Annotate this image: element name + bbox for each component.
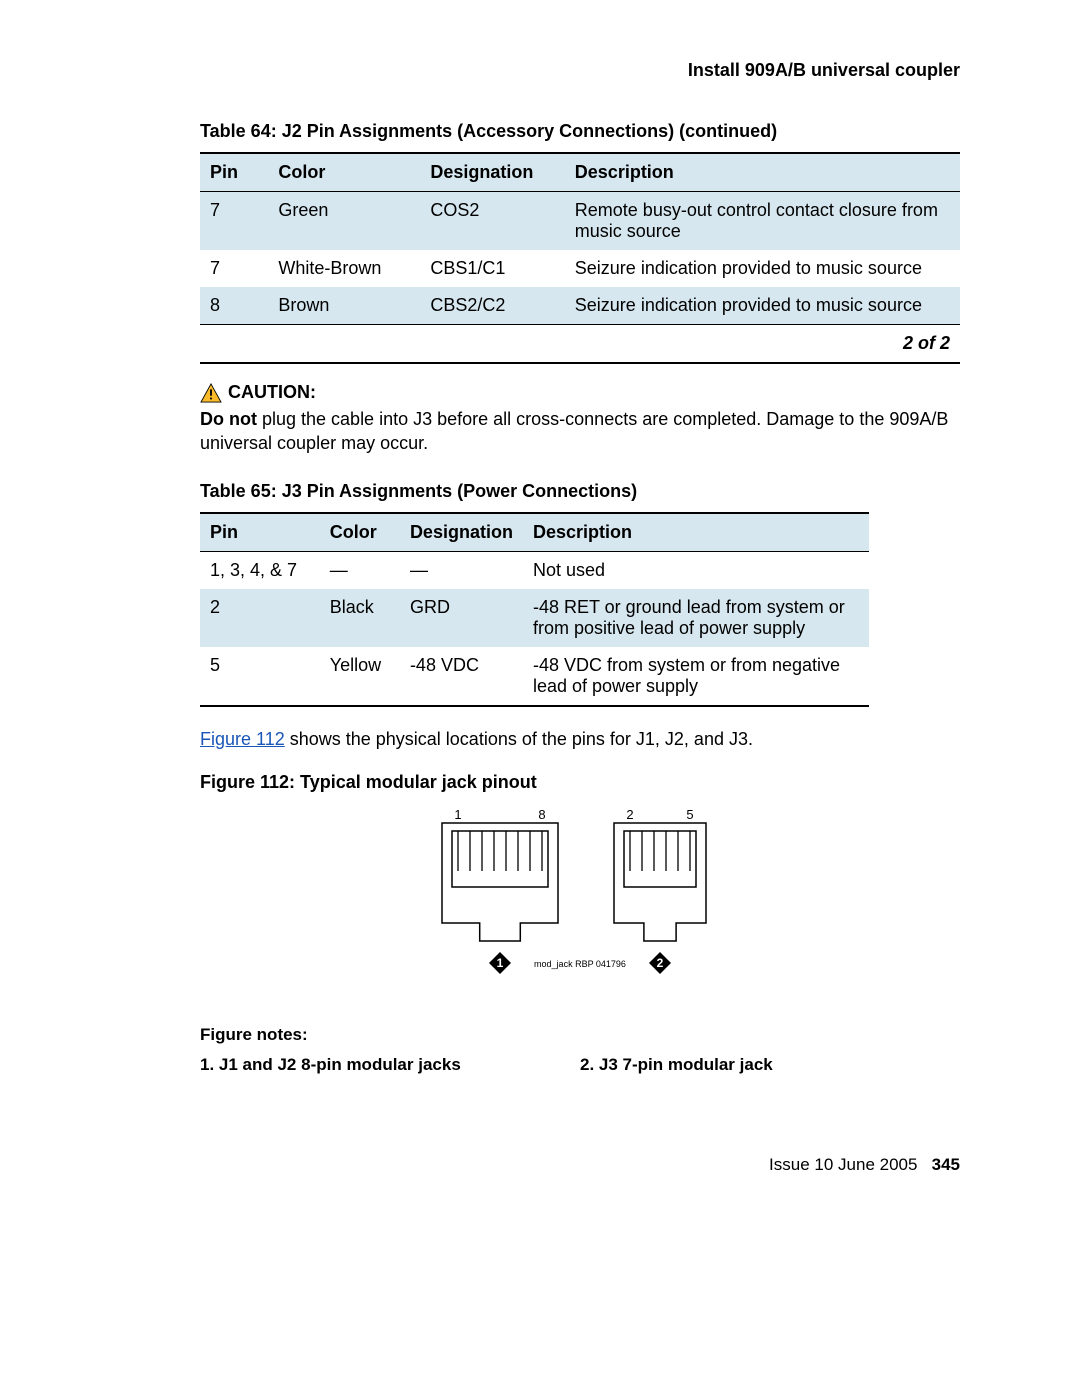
caution-label: CAUTION: — [228, 382, 316, 403]
table64-cell-color: White-Brown — [268, 250, 420, 287]
table65-cell-color: Yellow — [320, 647, 400, 706]
figure-note-1: 1. J1 and J2 8-pin modular jacks — [200, 1055, 580, 1075]
table65-col-description: Description — [523, 513, 869, 552]
table64-cell-description: Remote busy-out control contact closure … — [565, 192, 960, 251]
page-footer: Issue 10 June 2005 345 — [200, 1155, 960, 1175]
table65-col-designation: Designation — [400, 513, 523, 552]
svg-text:8: 8 — [538, 807, 545, 822]
modular-jack-diagram: 1 8 2 5 1 2 mod_jack RBP 041796 — [400, 805, 760, 1005]
table65-cell-description: -48 VDC from system or from negative lea… — [523, 647, 869, 706]
table64-col-description: Description — [565, 153, 960, 192]
figure-112-link[interactable]: Figure 112 — [200, 729, 285, 749]
table64-col-pin: Pin — [200, 153, 268, 192]
figure-ref-para: Figure 112 shows the physical locations … — [200, 729, 960, 750]
table65-cell-pin: 1, 3, 4, & 7 — [200, 551, 320, 589]
caution-text: Do not plug the cable into J3 before all… — [200, 407, 960, 456]
table64-cell-designation: CBS1/C1 — [420, 250, 564, 287]
table64-caption: Table 64: J2 Pin Assignments (Accessory … — [200, 121, 960, 142]
table-row: 7GreenCOS2Remote busy-out control contac… — [200, 192, 960, 251]
footer-page: 345 — [932, 1155, 960, 1174]
figure-ref-rest: shows the physical locations of the pins… — [285, 729, 753, 749]
footer-issue: Issue 10 June 2005 — [769, 1155, 917, 1174]
table65-cell-description: Not used — [523, 551, 869, 589]
warning-icon — [200, 383, 222, 403]
caution-bold: Do not — [200, 409, 257, 429]
figure-area: 1 8 2 5 1 2 mod_jack RBP 041796 — [200, 805, 960, 1005]
table65-cell-designation: GRD — [400, 589, 523, 647]
figure-note-2: 2. J3 7-pin modular jack — [580, 1055, 960, 1075]
table65-col-color: Color — [320, 513, 400, 552]
page: Install 909A/B universal coupler Table 6… — [0, 0, 1080, 1215]
table-row: 1, 3, 4, & 7——Not used — [200, 551, 869, 589]
caution-heading: CAUTION: — [200, 382, 960, 403]
svg-text:5: 5 — [686, 807, 693, 822]
table64-cell-pin: 8 — [200, 287, 268, 325]
caution-block: CAUTION: Do not plug the cable into J3 b… — [200, 382, 960, 456]
table65-col-pin: Pin — [200, 513, 320, 552]
table-row: 2BlackGRD-48 RET or ground lead from sys… — [200, 589, 869, 647]
svg-text:mod_jack RBP 041796: mod_jack RBP 041796 — [534, 959, 626, 969]
table64-cell-description: Seizure indication provided to music sou… — [565, 250, 960, 287]
table64-col-color: Color — [268, 153, 420, 192]
table65-cell-designation: — — [400, 551, 523, 589]
table64-pager: 2 of 2 — [200, 325, 960, 364]
table64-cell-designation: CBS2/C2 — [420, 287, 564, 325]
figure-notes-title: Figure notes: — [200, 1025, 960, 1045]
table65: Pin Color Designation Description 1, 3, … — [200, 512, 869, 707]
table64: Pin Color Designation Description 7Green… — [200, 152, 960, 364]
caution-rest: plug the cable into J3 before all cross-… — [200, 409, 948, 453]
table65-cell-description: -48 RET or ground lead from system or fr… — [523, 589, 869, 647]
table65-cell-pin: 5 — [200, 647, 320, 706]
table64-cell-pin: 7 — [200, 192, 268, 251]
svg-text:2: 2 — [626, 807, 633, 822]
table64-cell-description: Seizure indication provided to music sou… — [565, 287, 960, 325]
table65-caption: Table 65: J3 Pin Assignments (Power Conn… — [200, 481, 960, 502]
table64-col-designation: Designation — [420, 153, 564, 192]
table64-cell-designation: COS2 — [420, 192, 564, 251]
figure-caption: Figure 112: Typical modular jack pinout — [200, 772, 960, 793]
table65-cell-color: Black — [320, 589, 400, 647]
svg-text:1: 1 — [497, 956, 504, 970]
svg-text:1: 1 — [454, 807, 461, 822]
table65-cell-color: — — [320, 551, 400, 589]
page-header-title: Install 909A/B universal coupler — [200, 60, 960, 81]
figure-notes: 1. J1 and J2 8-pin modular jacks 2. J3 7… — [200, 1055, 960, 1075]
table64-cell-color: Green — [268, 192, 420, 251]
table-row: 5Yellow-48 VDC-48 VDC from system or fro… — [200, 647, 869, 706]
table65-cell-pin: 2 — [200, 589, 320, 647]
table64-cell-color: Brown — [268, 287, 420, 325]
svg-text:2: 2 — [657, 956, 664, 970]
table64-cell-pin: 7 — [200, 250, 268, 287]
table-row: 7White-BrownCBS1/C1Seizure indication pr… — [200, 250, 960, 287]
table65-cell-designation: -48 VDC — [400, 647, 523, 706]
table-row: 8BrownCBS2/C2Seizure indication provided… — [200, 287, 960, 325]
